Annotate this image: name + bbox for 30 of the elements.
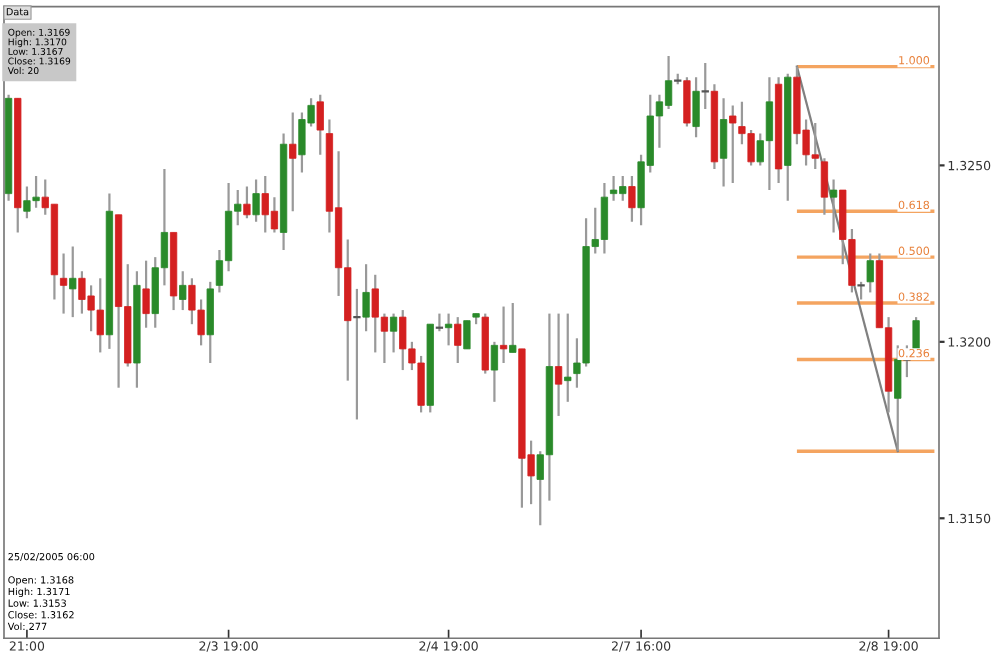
- candlestick: [454, 316, 462, 365]
- candlestick: [829, 178, 838, 234]
- candlestick: [243, 185, 251, 220]
- candlestick: [820, 157, 829, 216]
- candlestick: [352, 287, 362, 421]
- candlestick: [894, 344, 902, 453]
- candlestick: [683, 76, 691, 128]
- candlestick: [628, 174, 636, 223]
- candlestick: [179, 270, 187, 312]
- candlestick: [729, 104, 737, 185]
- candlestick: [463, 319, 471, 350]
- candlestick: [509, 301, 517, 354]
- candlestick: [664, 54, 673, 111]
- candlestick: [554, 312, 563, 418]
- candlestick: [564, 312, 572, 403]
- candlestick: [692, 76, 700, 139]
- candlestick: [206, 280, 214, 365]
- candlestick: [866, 252, 874, 294]
- candlestick: [142, 259, 150, 329]
- candlestick: [316, 93, 324, 156]
- candlestick: [389, 312, 398, 354]
- candlestick: [69, 245, 77, 319]
- candlestick: [444, 312, 453, 347]
- candlestick: [499, 305, 508, 365]
- candlestick: [289, 111, 297, 213]
- candlestick: [719, 97, 728, 188]
- candlestick: [59, 252, 68, 315]
- candlestick: [490, 340, 499, 403]
- candlestick: [362, 263, 370, 333]
- candlestick: [252, 178, 260, 223]
